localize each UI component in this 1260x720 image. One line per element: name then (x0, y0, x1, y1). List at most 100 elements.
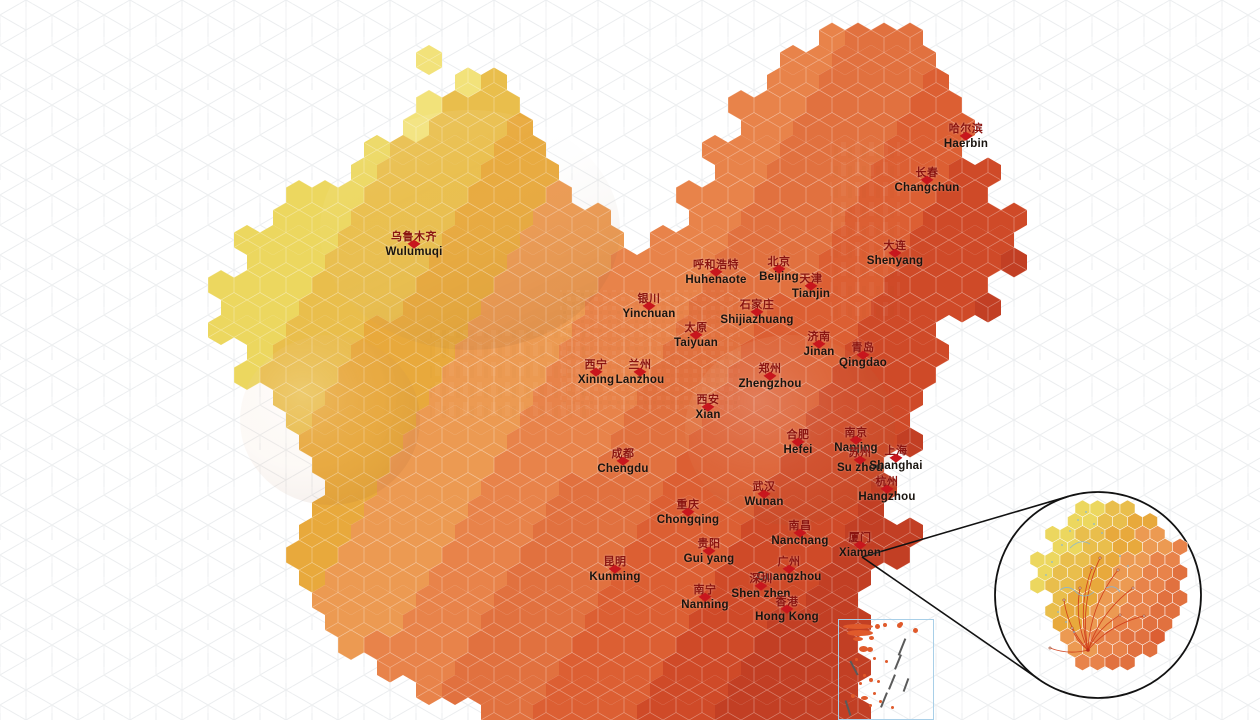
diamond-marker-icon (888, 248, 902, 258)
city-marker-taiyuan[interactable]: 太原 Taiyuan (673, 322, 719, 350)
city-name-pinyin: Shen zhen (731, 587, 791, 600)
city-name-cn: 南宁 (693, 583, 717, 596)
city-marker-shanghai[interactable]: 上海 Shanghai (869, 445, 923, 473)
city-name-pinyin: Yinchuan (622, 307, 676, 320)
diamond-marker-icon (608, 564, 622, 574)
city-marker-yinchuan[interactable]: 银川 Yinchuan (622, 292, 676, 321)
sea-island-dot (869, 678, 873, 682)
diamond-marker-icon (633, 367, 647, 377)
diamond-marker-icon (702, 546, 716, 556)
city-marker-wuhan[interactable]: 武汉 Wuhan (744, 481, 783, 509)
city-marker-chengdu[interactable]: 成都 Chengdu (597, 448, 648, 476)
diamond-marker-icon (920, 175, 934, 185)
sea-boundary-dash (844, 700, 852, 716)
sea-island-dot (883, 623, 887, 627)
sea-island-dot (913, 628, 918, 633)
city-name-pinyin: Su zhou (836, 461, 884, 474)
city-marker-zhengzhou[interactable]: 郑州 Zhengzhou (738, 362, 802, 391)
sea-boundary-dash (902, 678, 910, 692)
city-name-pinyin: Changchun (894, 181, 960, 194)
city-marker-nanning[interactable]: 南宁 Nanning (681, 583, 729, 612)
city-name-pinyin: Nanjing (834, 441, 878, 454)
city-name-cn: 贵阳 (697, 537, 721, 550)
city-marker-qingdao[interactable]: 青岛 Qingdao (838, 341, 888, 370)
city-name-cn: 银川 (637, 292, 661, 305)
city-name-pinyin: Taiyuan (673, 336, 719, 349)
city-marker-wulumuqi[interactable]: 乌鲁木齐 Wulumuqi (386, 230, 443, 259)
city-name-cn: 哈尔滨 (948, 122, 984, 135)
sea-island-dot (867, 647, 873, 652)
sea-island-dot (877, 680, 880, 683)
city-name-cn: 长春 (915, 166, 939, 179)
diamond-marker-icon (689, 330, 703, 340)
diamond-marker-icon (853, 455, 867, 465)
city-marker-beijing[interactable]: 北京 Beijing (759, 256, 799, 284)
city-name-cn: 郑州 (758, 362, 782, 375)
city-name-pinyin: Guangzhou (756, 570, 822, 583)
city-marker-xining[interactable]: 西宁 Xining (578, 358, 614, 387)
city-marker-lanzhou[interactable]: 兰州 Lanzhou (616, 359, 665, 387)
city-name-pinyin: Shanghai (869, 459, 923, 472)
city-marker-jinan[interactable]: 济南 Jinan (803, 331, 834, 359)
sea-island-dot (879, 700, 882, 703)
diamond-marker-icon (407, 239, 421, 249)
city-name-pinyin: Chongqing (656, 513, 720, 526)
diamond-marker-icon (856, 350, 870, 360)
diamond-marker-icon (782, 564, 796, 574)
sea-island-dot (875, 624, 880, 629)
city-marker-su-zhou[interactable]: 苏州 Su zhou (836, 447, 884, 475)
city-marker-tianjin[interactable]: 天津 Tianjin (792, 273, 830, 301)
city-marker-shenyang[interactable]: 大连 Shenyang (866, 240, 924, 268)
city-name-pinyin: Hefei (783, 443, 813, 456)
city-name-pinyin: Hong Kong (755, 610, 819, 623)
sea-island-dot (859, 682, 862, 685)
city-marker-hefei[interactable]: 合肥 Hefei (783, 428, 813, 457)
city-name-pinyin: Zhengzhou (738, 377, 802, 390)
city-name-cn: 南昌 (788, 519, 812, 532)
city-name-pinyin: Shenyang (866, 254, 924, 267)
city-marker-shijiazhuang[interactable]: 石家庄 Shijiazhuang (720, 299, 793, 327)
sea-boundary-dash (888, 674, 896, 690)
city-marker-nanjing[interactable]: 南京 Nanjing (834, 427, 878, 455)
city-marker-shen-zhen[interactable]: 深圳 Shen zhen (731, 573, 791, 601)
sea-island-dot (899, 622, 903, 626)
diamond-marker-icon (642, 301, 656, 311)
diamond-marker-icon (616, 456, 630, 466)
city-marker-hong-kong[interactable]: 香港 Hong Kong (755, 596, 819, 624)
sea-boundary-dash (897, 638, 907, 656)
city-name-cn: 青岛 (851, 341, 875, 354)
city-marker-huhehaote[interactable]: 呼和浩特 Huhehaote (685, 259, 747, 287)
city-marker-gui-yang[interactable]: 贵阳 Gui yang (684, 537, 735, 566)
city-name-pinyin: Nanning (681, 598, 729, 611)
magnifier-circle (994, 491, 1202, 699)
city-marker-kunming[interactable]: 昆明 Kunming (589, 556, 641, 584)
diamond-marker-icon (791, 437, 805, 447)
city-name-pinyin: Xiamen (838, 546, 882, 559)
sea-island-dot (843, 624, 873, 629)
city-marker-changchun[interactable]: 长春 Changchun (894, 166, 960, 195)
sea-boundary-dash (894, 654, 902, 670)
city-marker-nanchang[interactable]: 南昌 Nanchang (771, 519, 828, 548)
city-marker-haerbin[interactable]: 哈尔滨 Haerbin (944, 122, 988, 151)
city-marker-guangzhou[interactable]: 广州 Guangzhou (756, 556, 822, 584)
city-marker-chongqing[interactable]: 重庆 Chongqing (656, 499, 720, 527)
city-name-pinyin: Qingdao (838, 356, 888, 369)
diamond-marker-icon (772, 264, 786, 274)
city-marker-hangzhou[interactable]: 杭州 Hangzhou (858, 475, 915, 504)
city-marker-xiamen[interactable]: 厦门 Xiamen (838, 532, 882, 560)
city-name-cn: 杭州 (875, 475, 899, 488)
city-name-cn: 西安 (696, 393, 720, 406)
city-name-cn: 乌鲁木齐 (391, 230, 437, 243)
city-name-cn: 合肥 (786, 428, 810, 441)
sea-island-dot (891, 706, 894, 709)
city-marker-xian[interactable]: 西安 Xian (695, 393, 720, 422)
diamond-marker-icon (754, 581, 768, 591)
city-name-pinyin: Kunming (589, 570, 641, 583)
city-name-cn: 西宁 (584, 358, 608, 371)
city-name-pinyin: Huhehaote (685, 273, 747, 286)
sea-island-dot (853, 637, 863, 641)
sea-island-dot (869, 636, 874, 640)
diamond-marker-icon (959, 131, 973, 141)
diamond-marker-icon (589, 367, 603, 377)
